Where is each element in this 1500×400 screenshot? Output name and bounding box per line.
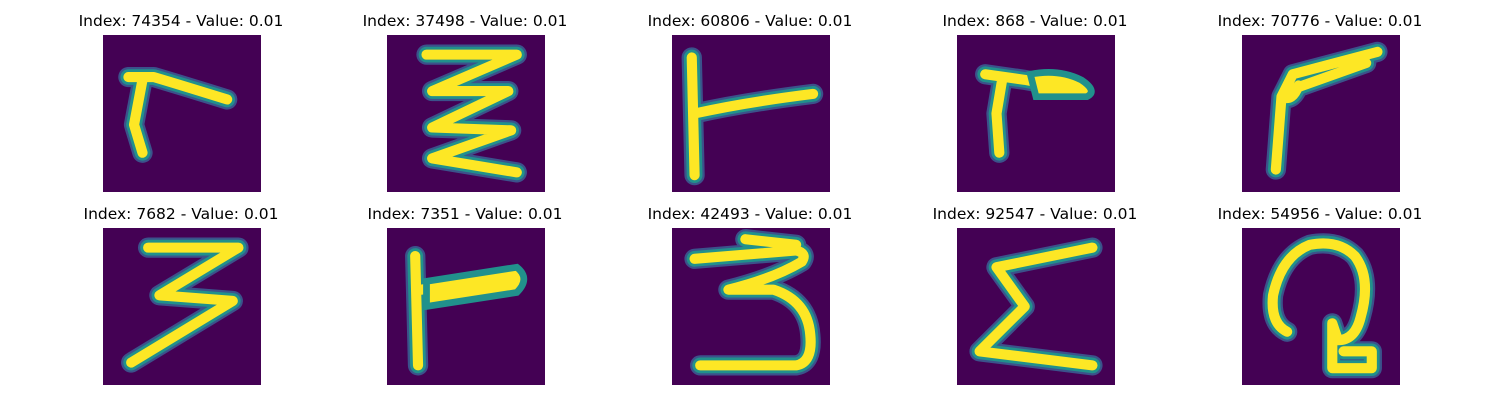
digit-image [103, 35, 261, 192]
digit-image [672, 228, 830, 385]
panel-title: Index: 54956 - Value: 0.01 [1217, 205, 1423, 223]
panel-title: Index: 74354 - Value: 0.01 [78, 12, 284, 30]
panel-title: Index: 7351 - Value: 0.01 [367, 205, 563, 223]
panel-title: Index: 7682 - Value: 0.01 [83, 205, 279, 223]
digit-image [672, 35, 830, 192]
glyph-stroke [689, 234, 816, 371]
glyph-stroke [126, 242, 244, 368]
digit-image [1242, 35, 1400, 192]
digit-image [1242, 228, 1400, 385]
panel-title: Index: 868 - Value: 0.01 [942, 12, 1128, 30]
glyph-stroke [1267, 238, 1377, 374]
panel-title: Index: 92547 - Value: 0.01 [932, 205, 1138, 223]
glyph-stroke [123, 72, 233, 158]
panel-title: Index: 70776 - Value: 0.01 [1217, 12, 1423, 30]
digit-image [957, 35, 1115, 192]
glyph-stroke [974, 242, 1098, 371]
glyph-stroke [421, 49, 522, 178]
panel-title: Index: 37498 - Value: 0.01 [362, 12, 568, 30]
digit-image [387, 228, 545, 385]
glyph-stroke [1270, 46, 1383, 175]
panel-title: Index: 60806 - Value: 0.01 [647, 12, 853, 30]
digit-image [957, 228, 1115, 385]
glyph-stroke [686, 52, 819, 181]
panel-title: Index: 42493 - Value: 0.01 [647, 205, 853, 223]
digit-image [387, 35, 545, 192]
digit-image [103, 228, 261, 385]
